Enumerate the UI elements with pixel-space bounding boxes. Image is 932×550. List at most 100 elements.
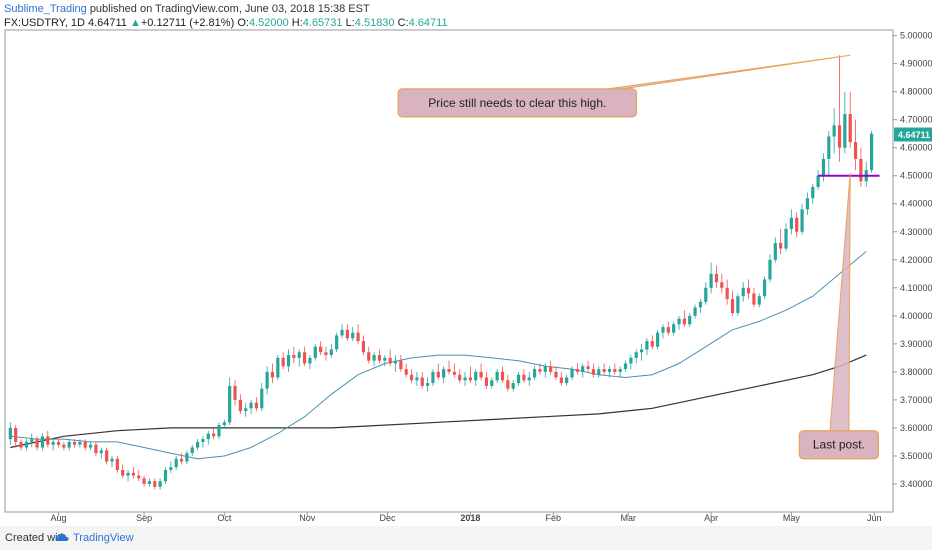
candle-down [752,293,756,305]
high-label: H: [291,17,303,29]
candle-down [56,441,61,445]
candle-up [206,433,210,440]
candle-up [565,377,569,384]
candle-up [800,209,804,232]
candle-up [495,371,499,381]
candle-down [859,158,863,182]
candle-up [832,125,836,137]
candle-up [126,472,130,476]
candle-down [436,371,440,378]
candle-up [308,357,312,364]
candle-down [506,380,510,389]
candle-up [597,369,601,375]
low-value: 4.51830 [354,17,395,29]
candle-down [302,352,307,364]
candle-down [746,287,751,294]
candle-up [527,377,531,381]
x-tick-label: May [783,513,801,523]
price-axis[interactable]: 5.00000 4.90000 4.80000 4.70000 4.60000 4.500… [893,31,932,489]
candle-down [345,329,349,339]
high-value: 4.65731 [302,17,343,29]
candle-down [837,125,842,148]
symbol: FX:USDTRY, 1D [4,17,85,29]
candle-down [131,472,135,476]
time-axis[interactable]: Aug Sep Oct Nov Dec 2018 Feb Mar Apr May Jun [50,512,882,523]
candle-down [367,352,371,361]
created-with: Created with [5,532,67,544]
y-tick-label: 3.40000 [900,479,932,489]
callout-text: Price still needs to clear this high. [428,96,606,110]
candle-down [458,374,462,381]
candle-down [420,377,424,386]
ma-slow-line [10,354,867,449]
candle-down [666,327,670,333]
candle-down [538,369,542,372]
candle-down [324,352,328,356]
candle-down [62,444,66,448]
candle-down [356,332,360,342]
candle-up [618,369,622,372]
y-tick-label: 3.70000 [900,395,932,405]
candle-up [260,388,264,409]
candle-up [543,366,547,372]
candle-down [153,481,157,487]
y-tick-label: 5.00000 [900,31,932,41]
price-tag-text: 4.64711 [898,130,930,140]
candle-up [335,335,339,350]
y-tick-label: 4.70000 [900,115,932,125]
candle-up [843,114,847,148]
x-tick-label: Apr [704,513,718,523]
candle-up [393,360,398,364]
candle-down [404,369,408,375]
candle-up [773,242,777,260]
author-link[interactable]: Sublime_Trading [4,3,87,15]
candle-up [511,383,515,389]
x-tick-label: Feb [546,513,562,523]
y-tick-label: 4.80000 [900,87,932,97]
candle-down [14,427,18,442]
candle-up [147,481,152,484]
candle-up [276,357,280,378]
candle-down [613,369,617,372]
candle-down [452,371,456,375]
candle-up [821,158,826,176]
candle-up [174,458,178,468]
x-tick-label: Nov [299,513,316,523]
candle-up [811,186,815,199]
candle-up [313,346,317,358]
candle-up [463,377,467,381]
candle-down [399,360,403,370]
candle-down [212,433,216,437]
candle-up [110,458,114,462]
tradingview-link[interactable]: TradingView [73,532,134,544]
publish-info: Sublime_Trading published on TradingView… [4,2,370,16]
candle-up [99,450,103,454]
y-tick-label: 3.90000 [900,339,932,349]
candle-up [516,374,521,384]
candle-down [682,318,686,325]
candle-down [142,478,146,484]
candle-up [415,377,419,381]
candle-down [500,371,505,381]
candle-down [554,371,558,378]
y-tick-label: 4.40000 [900,199,932,209]
candle-up [639,349,644,353]
last-price-tag: 4.64711 [894,127,932,142]
candle-down [409,374,414,381]
candle-down [725,287,729,300]
price-chart[interactable]: 5.00000 4.90000 4.80000 4.70000 4.60000 4.500… [0,0,932,526]
candle-down [319,346,323,353]
candle-up [158,481,162,487]
candle-up [490,380,494,386]
candle-up [67,441,71,448]
y-tick-label: 4.00000 [900,311,932,321]
candle-down [233,385,237,400]
callout-box [397,88,638,118]
candle-up [677,318,681,325]
candle-up [693,307,697,316]
candle-down [714,273,719,283]
candle-down [121,469,125,476]
candle-down [179,458,184,462]
candle-down [853,142,858,159]
candle-up [372,355,376,361]
